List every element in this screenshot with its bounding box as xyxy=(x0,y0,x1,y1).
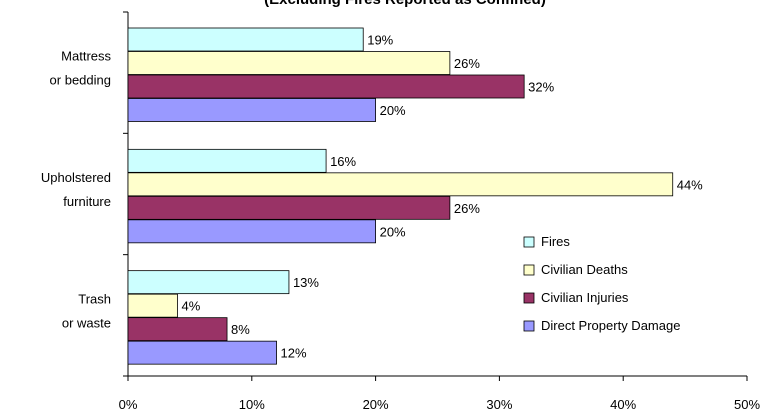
legend-label: Direct Property Damage xyxy=(541,318,680,333)
legend-swatch xyxy=(523,320,535,332)
x-tick-label: 20% xyxy=(363,397,389,412)
legend-swatch xyxy=(523,236,535,248)
bar-value-label: 16% xyxy=(330,154,356,169)
bar xyxy=(127,270,290,295)
bar-value-label: 13% xyxy=(293,275,319,290)
bar xyxy=(127,172,674,197)
bars xyxy=(127,27,674,365)
legend-swatch xyxy=(523,264,535,276)
bar-value-label: 19% xyxy=(367,33,393,48)
chart-title: (Excluding Fires Reported as Confined) xyxy=(264,0,546,8)
bar-value-label: 20% xyxy=(380,224,406,239)
x-tick-label: 30% xyxy=(486,397,512,412)
bar xyxy=(127,219,377,244)
bar xyxy=(127,317,228,342)
legend-label: Fires xyxy=(541,234,570,249)
bar-value-label: 8% xyxy=(231,322,250,337)
bar-value-label: 44% xyxy=(677,177,703,192)
x-tick-label: 40% xyxy=(610,397,636,412)
bar-value-label: 20% xyxy=(380,103,406,118)
bar-value-label: 12% xyxy=(281,346,307,361)
bar xyxy=(127,98,377,122)
legend-swatch xyxy=(523,292,535,304)
bar-value-label: 4% xyxy=(182,299,201,314)
bar-value-label: 26% xyxy=(454,201,480,216)
axes: 0% 10% 20% 30% 40% 50% Mattress or bedding Uphol… xyxy=(41,11,760,412)
x-tick-label: 10% xyxy=(239,397,265,412)
category-label: Mattress or bedding xyxy=(50,49,112,88)
bar-value-label: 26% xyxy=(454,56,480,71)
x-tick-label: 50% xyxy=(734,397,760,412)
x-tick-label: 0% xyxy=(119,397,138,412)
bar xyxy=(127,51,451,75)
bar-value-label: 32% xyxy=(528,80,554,95)
bar xyxy=(127,340,277,365)
bar xyxy=(127,293,178,318)
bar xyxy=(127,27,364,52)
category-label: Trash or waste xyxy=(62,291,111,330)
legend: Fires Civilian Deaths Civilian Injuries Dir… xyxy=(523,234,680,333)
bar xyxy=(127,195,451,220)
category-label: Upholstered furniture xyxy=(41,170,111,209)
data-labels: 19% 26% 32% 20% 16% 44% 26% 20% 13% 4% 8% 12% xyxy=(182,33,704,361)
bar xyxy=(127,74,525,99)
bar xyxy=(127,148,327,173)
legend-label: Civilian Injuries xyxy=(541,290,629,305)
legend-label: Civilian Deaths xyxy=(541,262,628,277)
